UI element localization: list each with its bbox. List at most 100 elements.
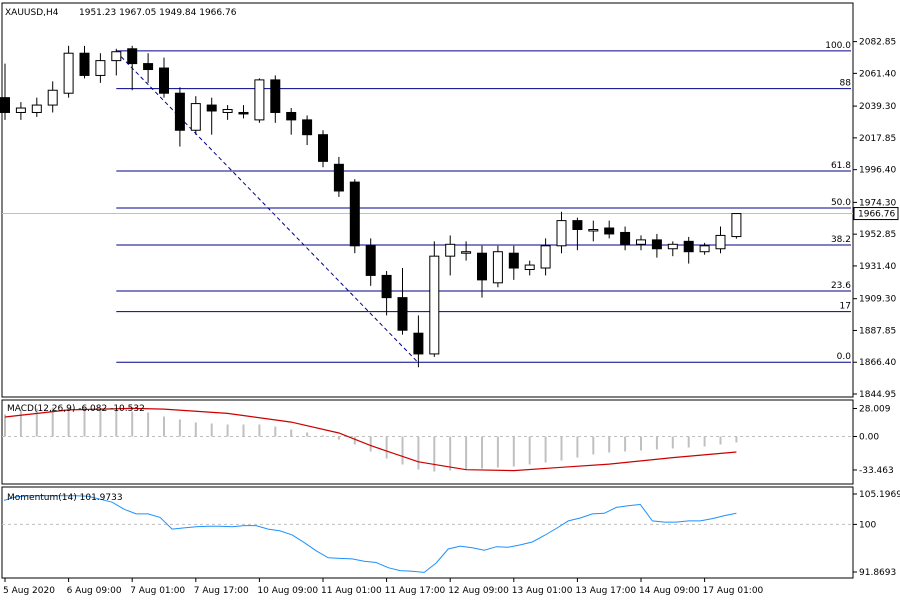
macd-layer (2, 407, 853, 472)
price-tick-label: 1974.30 (859, 198, 896, 208)
fib-level-label: 0.0 (837, 352, 852, 362)
fib-level-label: 100.0 (825, 41, 851, 51)
momentum-tick-label: 91.8693 (859, 568, 896, 578)
candle-body (302, 119, 313, 136)
candle (413, 315, 424, 368)
candle-body (461, 251, 472, 254)
time-tick-label: 11 Aug 01:00 (321, 586, 382, 596)
price-tick-label: 2017.85 (859, 134, 896, 144)
candle-body (477, 252, 487, 281)
candle-body (0, 97, 10, 113)
price-tick-label: 1866.40 (859, 358, 896, 368)
time-tick-label: 12 Aug 09:00 (448, 586, 509, 596)
candle (699, 242, 710, 255)
candle-body (620, 231, 631, 245)
time-tick-label: 6 Aug 09:00 (67, 586, 122, 596)
candle (349, 179, 360, 254)
time-tick-label: 13 Aug 01:00 (512, 586, 573, 596)
momentum-tick-label: 100 (859, 520, 876, 530)
candle (111, 48, 122, 76)
candle-body (397, 297, 408, 331)
candle (477, 245, 487, 298)
candle-body (524, 264, 535, 270)
candle (206, 97, 217, 135)
price-tick-label: 2039.30 (859, 102, 896, 112)
instrument-ohlc: 1951.23 1967.05 1949.84 1966.76 (79, 8, 237, 18)
candle-body (47, 89, 58, 106)
candle-body (333, 163, 344, 192)
candle-body (238, 111, 249, 115)
candles-layer[interactable] (0, 45, 742, 368)
candle-body (222, 109, 233, 113)
candle (0, 63, 10, 120)
candle (302, 115, 313, 146)
current-price-value: 1966.76 (858, 210, 895, 220)
candle-body (206, 104, 217, 112)
time-tick-label: 7 Aug 01:00 (130, 586, 185, 596)
candle (524, 260, 535, 276)
candle-body (636, 239, 646, 245)
macd-signal-line (4, 407, 737, 472)
candle-body (111, 51, 122, 62)
momentum-line (3, 495, 737, 573)
macd-pane-frame (1, 399, 854, 485)
candle (63, 45, 74, 98)
candle-body (318, 134, 328, 162)
candle (143, 53, 154, 83)
momentum-tick-label: 105.1969 (859, 490, 900, 500)
fib-layer: 100.0 88 61.8 50.0 38.2 23.6 17 0.0 (115, 41, 852, 364)
candle (318, 130, 328, 168)
momentum-label: Momentum(14) 101.9733 (7, 493, 123, 503)
candle (492, 245, 503, 288)
candle-body (508, 252, 519, 269)
fib-level-label: 23.6 (831, 281, 851, 291)
candle (715, 226, 726, 254)
price-tick-label: 1844.95 (859, 390, 896, 400)
candle (651, 233, 662, 258)
price-tick-label: 1952.85 (859, 230, 896, 240)
time-tick-label: 17 Aug 01:00 (703, 586, 764, 596)
time-tick-label: 14 Aug 09:00 (639, 586, 700, 596)
fib-level-label: 38.2 (831, 235, 851, 245)
candle (620, 226, 631, 251)
candle (540, 238, 551, 276)
macd-label: MACD(12,26,9) -6.082 -10.532 (7, 404, 145, 414)
candle-body (254, 79, 265, 121)
candle-body (286, 111, 297, 121)
current-price-tag (853, 207, 899, 221)
candle-body (349, 181, 360, 247)
candle (397, 268, 408, 335)
candle-body (540, 245, 551, 269)
candle-body (715, 234, 726, 250)
time-tick-label: 5 Aug 2020 (3, 586, 55, 596)
macd-tick-label: 28.009 (859, 404, 891, 414)
candle (588, 220, 599, 242)
candle-body (683, 240, 694, 253)
candle (508, 245, 519, 280)
candle (365, 238, 376, 286)
time-tick-label: 10 Aug 09:00 (257, 586, 318, 596)
candle-body (651, 239, 662, 250)
candle (222, 105, 233, 120)
fib-level-label: 88 (840, 79, 852, 89)
candle-body (174, 92, 185, 131)
time-tick-label: 7 Aug 17:00 (194, 586, 249, 596)
candle (159, 57, 169, 98)
candle-body (127, 48, 138, 65)
price-tick-label: 1996.40 (859, 166, 896, 176)
candle-body (381, 274, 392, 299)
price-tick-label: 1909.30 (859, 295, 896, 305)
candle (31, 97, 42, 117)
momentum-pane-frame (1, 486, 854, 579)
candle (238, 105, 249, 119)
candle-body (270, 79, 281, 113)
price-tick-label: 2061.40 (859, 69, 896, 79)
fib-level-label: 50.0 (831, 198, 851, 208)
fib-level-label: 61.8 (831, 161, 851, 171)
candle (270, 75, 281, 123)
candle (731, 213, 742, 239)
price-tick-label: 1887.85 (859, 326, 896, 336)
candle (604, 220, 615, 239)
instrument-header: XAUUSD,H4 (5, 8, 59, 18)
candle-body (699, 245, 710, 253)
